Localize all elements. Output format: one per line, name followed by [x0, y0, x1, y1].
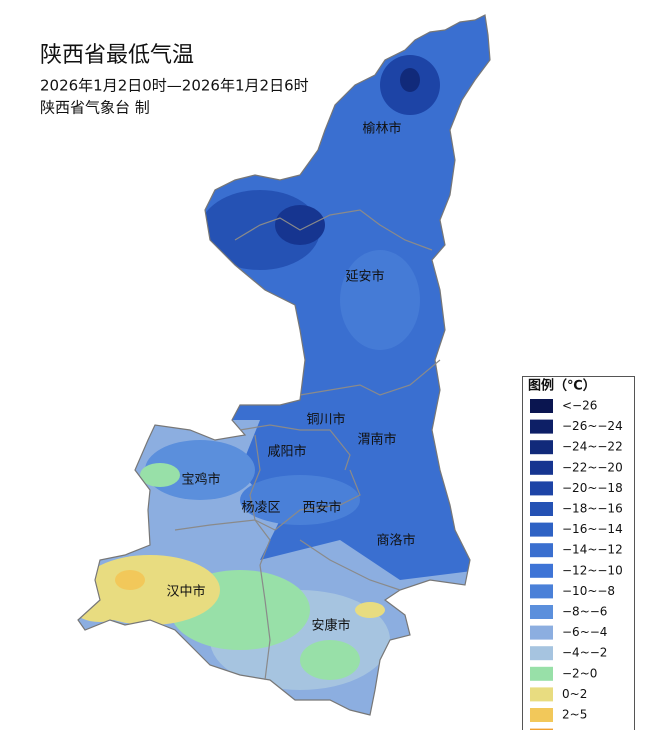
legend-swatch: [530, 584, 553, 599]
legend-label: −4~−2: [562, 646, 607, 660]
city-label: 铜川市: [306, 412, 345, 428]
legend-label: 2~5: [562, 708, 587, 722]
legend-label: −8~−6: [562, 605, 607, 619]
legend-title: 图例（℃）: [528, 378, 596, 394]
legend-swatch: [530, 563, 553, 578]
legend-swatch: [530, 419, 553, 434]
city-label: 安康市: [311, 618, 350, 634]
subtitle: 2026年1月2日0时—2026年1月2日6时: [40, 77, 309, 95]
legend-swatch: [530, 522, 553, 537]
legend-swatch: [530, 460, 553, 475]
city-label: 渭南市: [357, 432, 396, 448]
legend-swatch: [530, 666, 553, 681]
legend-label: −20~−18: [562, 481, 623, 495]
legend-swatch: [530, 399, 553, 413]
legend-label: −16~−14: [562, 522, 623, 536]
legend-label: −24~−22: [562, 440, 623, 454]
legend-swatch: [530, 728, 553, 730]
city-label: 西安市: [302, 500, 341, 516]
legend-swatch: [530, 605, 553, 619]
city-label: 咸阳市: [267, 444, 306, 460]
legend-label: −6~−4: [562, 625, 607, 639]
legend-label: −14~−12: [562, 543, 623, 557]
legend-swatch: [530, 708, 553, 722]
legend-swatch: [530, 543, 553, 558]
city-label: 宝鸡市: [181, 472, 220, 488]
legend-label: −12~−10: [562, 563, 623, 577]
city-label: 汉中市: [166, 584, 205, 600]
legend-label: −10~−8: [562, 584, 615, 598]
legend-swatch: [530, 440, 553, 455]
legend-label: >5: [562, 728, 580, 730]
legend-label: −26~−24: [562, 419, 623, 433]
city-label: 商洛市: [376, 533, 415, 549]
legend-label: 0~2: [562, 687, 587, 701]
city-label: 榆林市: [362, 121, 401, 137]
legend-label: −18~−16: [562, 502, 623, 516]
legend-swatch: [530, 502, 553, 516]
legend-label: −2~0: [562, 666, 597, 680]
boundaries: [77, 14, 491, 716]
subtitle: 陕西省气象台 制: [40, 99, 150, 117]
legend-swatch: [530, 687, 553, 702]
legend: 图例（℃） <−26 −26~−24 −24~−22 −22~−20 −20~−18 −18…: [522, 376, 635, 730]
city-label: 杨凌区: [241, 501, 280, 516]
legend-swatch: [530, 646, 553, 661]
city-label: 延安市: [345, 269, 384, 285]
map-title: 陕西省最低气温: [40, 43, 194, 68]
legend-label: <−26: [562, 399, 597, 413]
legend-swatch: [530, 481, 553, 496]
legend-label: −22~−20: [562, 460, 623, 474]
legend-swatch: [530, 625, 553, 640]
